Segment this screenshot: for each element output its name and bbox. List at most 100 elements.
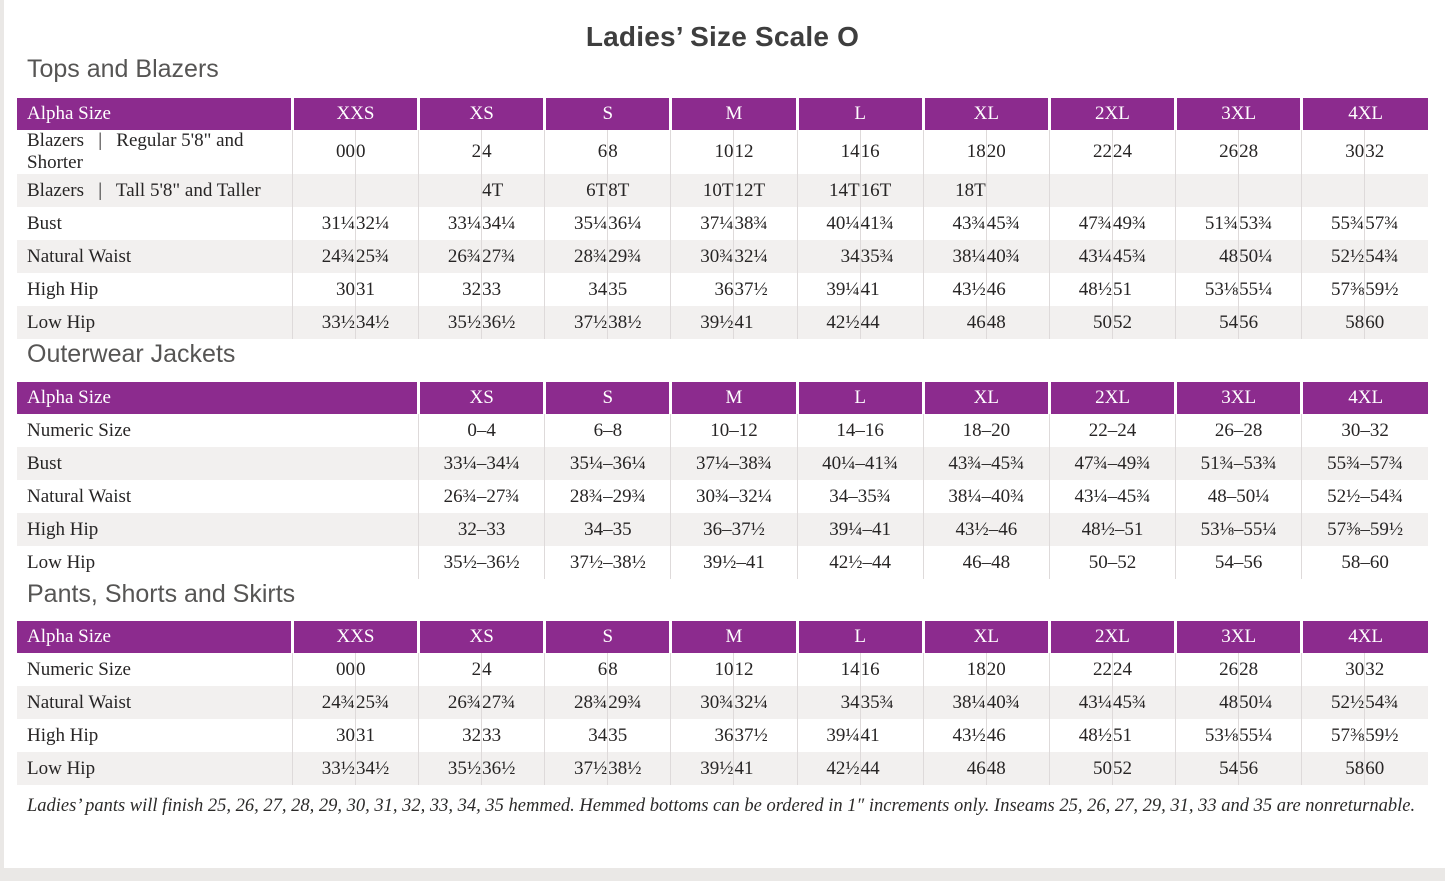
size-value-cell: 34½ (354, 752, 419, 785)
size-value-cell: 38½ (607, 752, 671, 785)
size-value-cell: 32–33 (418, 513, 545, 546)
size-value-cell: 0 (354, 653, 419, 686)
size-value-cell: 30 (1301, 130, 1365, 174)
size-value-cell: 27¾ (481, 686, 545, 719)
size-value-cell: 24¾ (291, 686, 356, 719)
row-label: Natural Waist (17, 686, 293, 719)
size-value-cell: 22 (1048, 653, 1113, 686)
size-value-cell: 2 (418, 653, 482, 686)
size-value-cell: 36¼ (607, 207, 671, 240)
size-value-cell: 46 (922, 752, 987, 785)
size-value-cell (1048, 174, 1113, 207)
size-table-header-row: Alpha Size XS S M L XL 2XL 3XL 4XL (17, 382, 1428, 414)
size-value-cell: 48 (985, 752, 1050, 785)
size-value-cell: 28 (1238, 130, 1302, 174)
size-column-header-xs: XS (417, 98, 545, 130)
size-value-cell: 41 (859, 273, 924, 306)
table-row: High Hip 30 31 32 33 34 35 36 37½ 39¼ 41 43½ 46 48½ 51… (17, 273, 1428, 306)
size-value-cell: 20 (985, 130, 1050, 174)
size-value-cell: 32 (418, 719, 482, 752)
size-value-cell: 39¼ (796, 273, 861, 306)
size-value-cell: 39¼–41 (796, 513, 924, 546)
size-value-cell (1364, 174, 1428, 207)
size-value-cell: 51 (1111, 719, 1176, 752)
size-value-cell: 28¾ (544, 240, 608, 273)
table-row: Numeric Size 0–4 6–8 10–12 14–16 18–20 22–24 26… (17, 414, 1428, 447)
table-row: High Hip 32–33 34–35 36–37½ 39¼–41 43½–46 48½–… (17, 513, 1428, 546)
size-value-cell: 14 (796, 653, 861, 686)
size-value-cell: 33¼–34¼ (418, 447, 545, 480)
size-value-cell: 8T (607, 174, 671, 207)
table-row: Numeric Size 00 0 2 4 6 8 10 12 14 16 18 20 22 24 26 28 3… (17, 653, 1428, 686)
size-column-header-s: S (543, 382, 671, 414)
size-value-cell: 18 (922, 130, 987, 174)
size-value-cell: 12 (733, 130, 798, 174)
size-value-cell: 58–60 (1301, 546, 1428, 579)
size-value-cell: 32¼ (733, 240, 798, 273)
size-value-cell: 24 (1111, 653, 1176, 686)
size-value-cell: 36 (670, 273, 734, 306)
size-value-cell: 41 (859, 719, 924, 752)
size-value-cell: 35¾ (859, 240, 924, 273)
size-value-cell: 10T (670, 174, 734, 207)
size-value-cell: 37¼–38¾ (670, 447, 798, 480)
size-value-cell: 12T (733, 174, 798, 207)
size-value-cell: 32¼ (354, 207, 419, 240)
size-value-cell: 36½ (481, 306, 545, 339)
size-value-cell: 34 (544, 273, 608, 306)
size-value-cell: 28 (1238, 653, 1302, 686)
size-column-header-3xl: 3XL (1174, 382, 1302, 414)
size-value-cell: 43½–46 (922, 513, 1050, 546)
size-column-header-2xl: 2XL (1047, 382, 1176, 414)
size-value-cell: 46 (922, 306, 987, 339)
table-row: Bust 33¼–34¼ 35¼–36¼ 37¼–38¾ 40¼–41¾ 43¾–45¾ 4… (17, 447, 1428, 480)
size-value-cell: 30 (1301, 653, 1365, 686)
row-label: Natural Waist (17, 240, 293, 273)
size-value-cell: 0–4 (418, 414, 545, 447)
size-value-cell: 4T (481, 174, 545, 207)
table-row: Bust 31¼ 32¼ 33¼ 34¼ 35¼ 36¼ 37¼ 38¾ 40¼ 41¾ 43¾ 45¾… (17, 207, 1428, 240)
size-value-cell: 35 (607, 273, 671, 306)
size-value-cell: 40¼–41¾ (796, 447, 924, 480)
size-value-cell: 48 (1175, 686, 1239, 719)
page-title: Ladies’ Size Scale O (585, 21, 860, 52)
size-value-cell: 26¾ (418, 686, 482, 719)
size-value-cell: 35¼ (544, 207, 608, 240)
size-value-cell: 37½ (544, 306, 608, 339)
size-value-cell: 38¼–40¾ (922, 480, 1050, 513)
size-table-header-row: Alpha Size XXS XS S M L XL 2XL 3XL 4XL (17, 98, 1428, 130)
size-column-header-xl: XL (921, 98, 1050, 130)
size-value-cell: 37¼ (670, 207, 734, 240)
size-column-header-2xl: 2XL (1047, 621, 1176, 653)
size-value-cell: 33 (481, 719, 545, 752)
size-value-cell: 34 (796, 686, 861, 719)
size-value-cell: 40¾ (985, 240, 1050, 273)
size-value-cell: 48 (1175, 240, 1239, 273)
size-value-cell: 48½–51 (1048, 513, 1176, 546)
size-value-cell: 26¾–27¾ (418, 480, 545, 513)
size-column-header-xxs: XXS (290, 621, 419, 653)
size-column-header-l: L (795, 98, 924, 130)
size-value-cell: 4 (481, 130, 545, 174)
size-value-cell: 30¾ (670, 240, 734, 273)
table-row: High Hip 30 31 32 33 34 35 36 37½ 39¼ 41 43½ 46 48½ 51… (17, 719, 1428, 752)
size-value-cell: 56 (1238, 752, 1302, 785)
size-value-cell: 42½–44 (796, 546, 924, 579)
size-value-cell: 39½ (670, 306, 734, 339)
size-value-cell: 48 (985, 306, 1050, 339)
size-value-cell: 42½ (796, 752, 861, 785)
alpha-size-header-cell: Alpha Size (17, 621, 293, 653)
size-column-header-2xl: 2XL (1047, 98, 1176, 130)
table-row: Natural Waist 24¾ 25¾ 26¾ 27¾ 28¾ 29¾ 30¾ 32¼ 34 3… (17, 240, 1428, 273)
size-value-cell: 51 (1111, 273, 1176, 306)
size-value-cell: 54 (1175, 306, 1239, 339)
size-column-header-xxs: XXS (290, 98, 419, 130)
size-value-cell: 58 (1301, 306, 1365, 339)
size-value-cell: 40¼ (796, 207, 861, 240)
size-column-header-s: S (543, 98, 671, 130)
size-value-cell: 46 (985, 273, 1050, 306)
size-value-cell: 31 (354, 719, 419, 752)
size-value-cell: 50 (1048, 752, 1113, 785)
size-value-cell: 45¾ (1111, 240, 1176, 273)
size-column-header-xs: XS (417, 382, 545, 414)
